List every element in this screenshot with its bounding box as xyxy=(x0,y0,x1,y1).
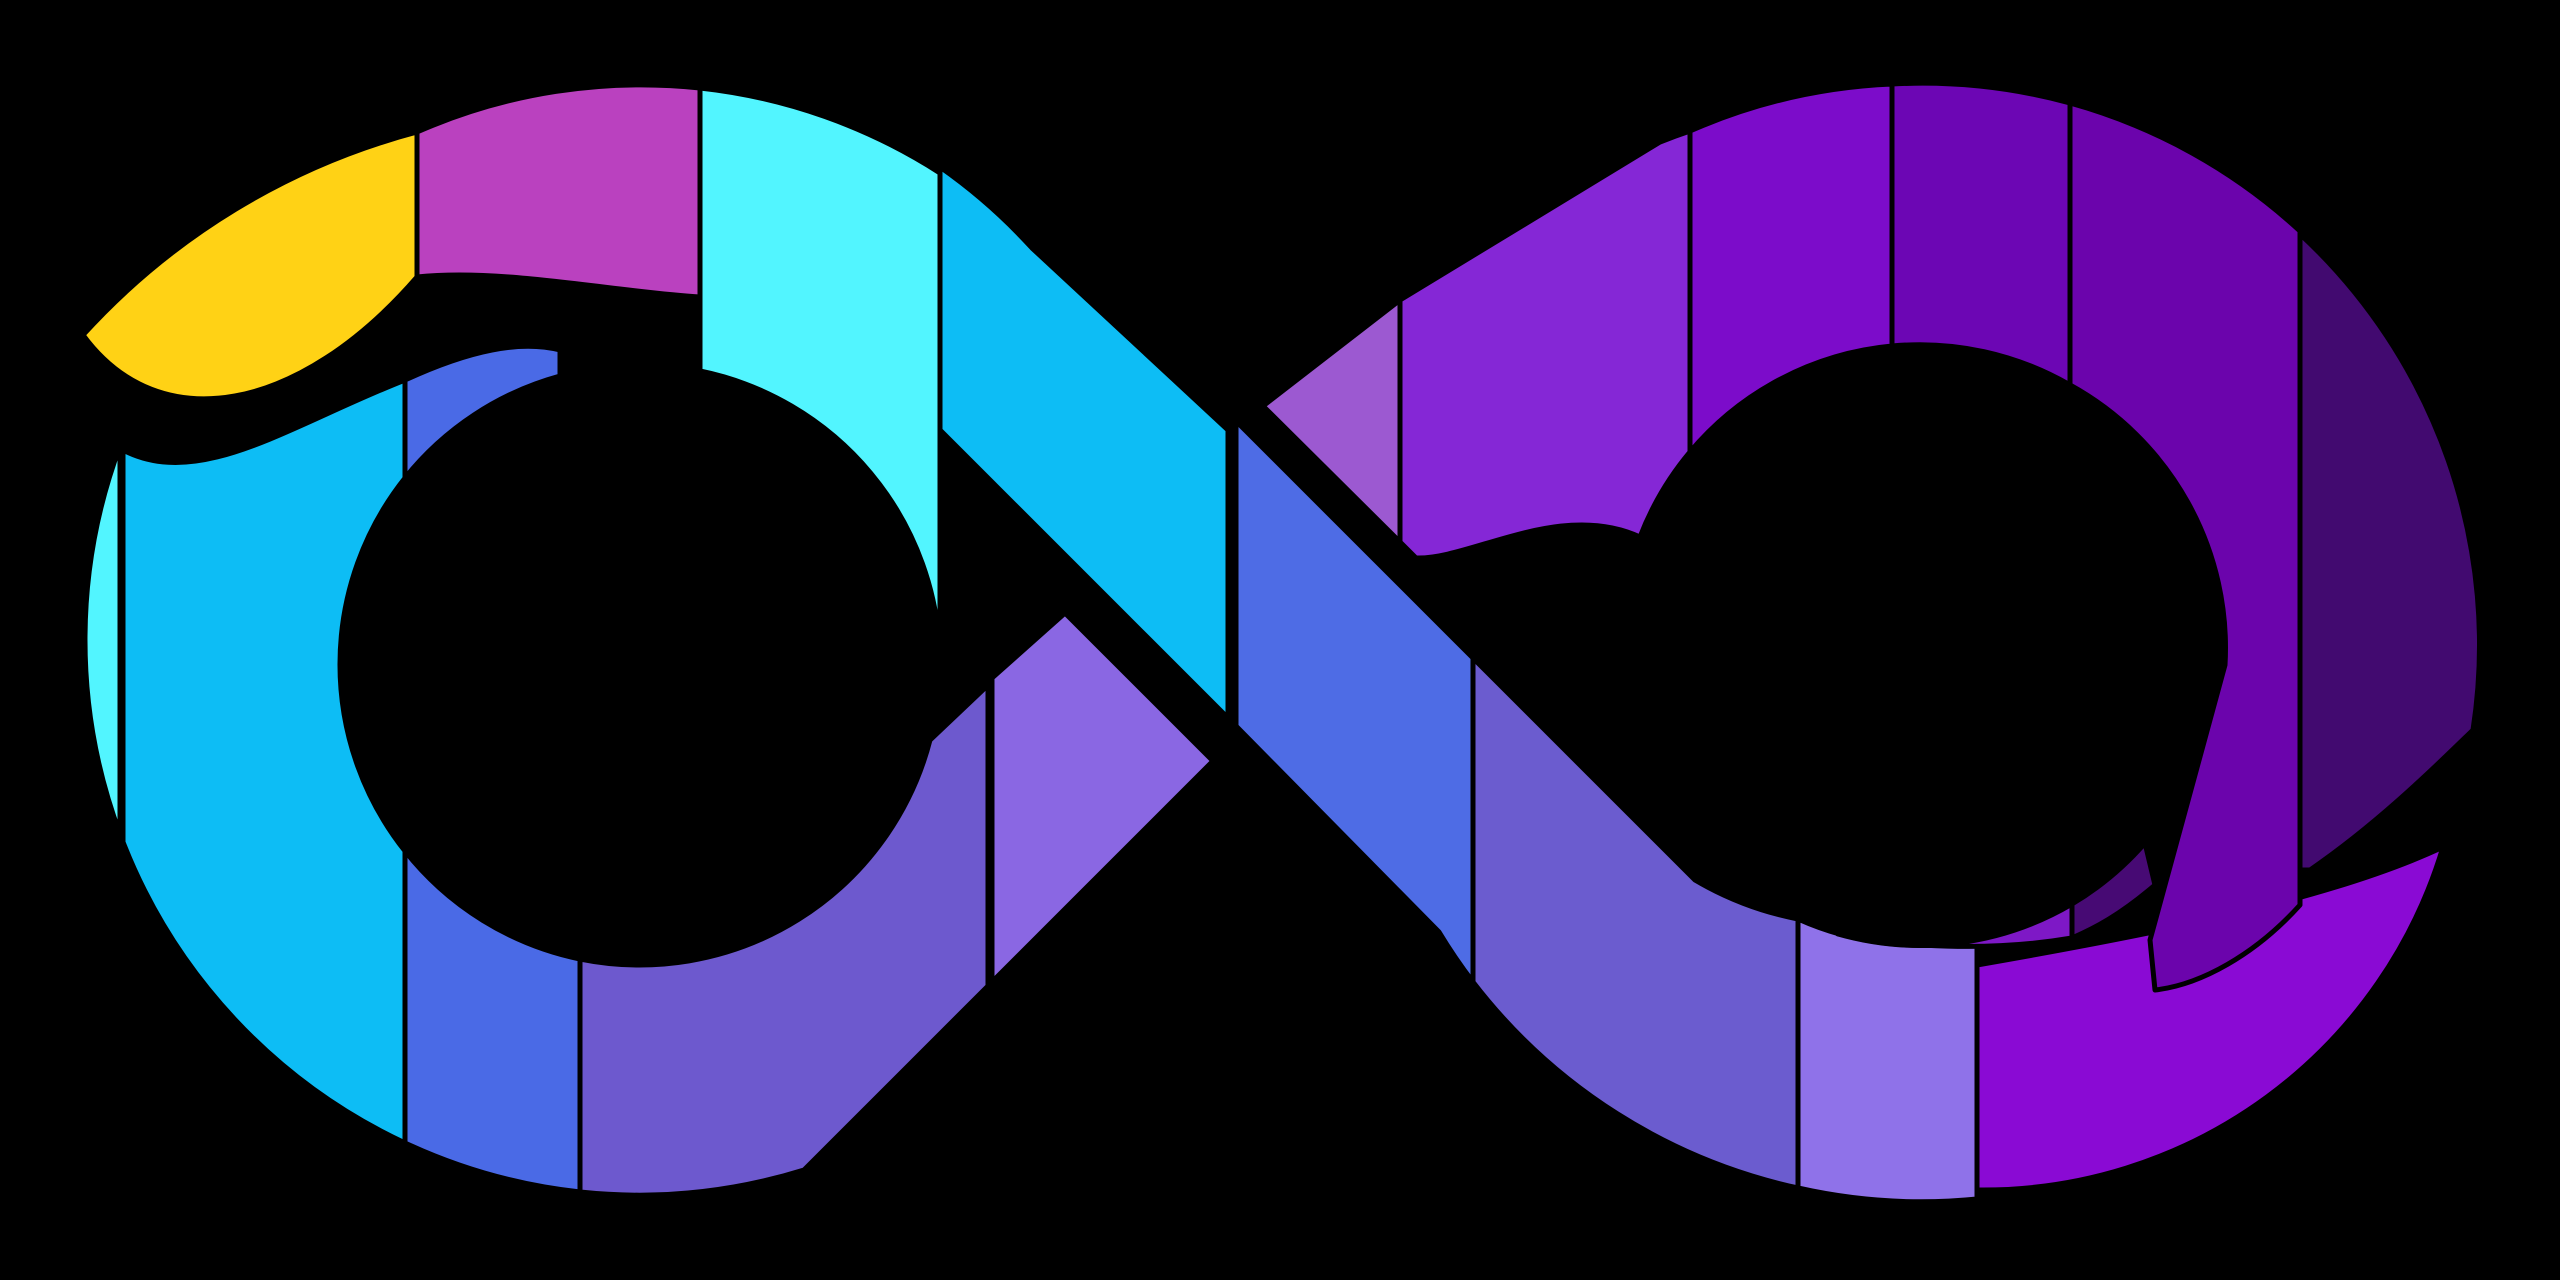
purple-top-right-segment-1 xyxy=(1687,81,1895,455)
royal-inner-wedge-left xyxy=(402,343,563,481)
lavender-crossing-lower-segment xyxy=(989,610,1216,985)
indigo-right-rim-segment xyxy=(2297,231,2482,873)
lavender-right-bottom-segment xyxy=(1795,916,1980,1205)
azure-left-segment xyxy=(120,377,408,1146)
magenta-top-segment xyxy=(414,82,703,300)
royal-bottom-left-segment xyxy=(402,848,583,1195)
slate-bottom-left-segment xyxy=(577,682,991,1198)
slate-right-bottom-segment xyxy=(1470,655,1801,1191)
purple-right-side-segment xyxy=(2067,100,2303,993)
azure-descending-segment xyxy=(937,164,1231,721)
cyan-sliver-left xyxy=(82,443,123,837)
cyan-top-segment xyxy=(697,85,943,663)
inner-indigo-sliver-right xyxy=(2069,840,2158,941)
purple-top-right-segment-2 xyxy=(1889,80,2073,388)
